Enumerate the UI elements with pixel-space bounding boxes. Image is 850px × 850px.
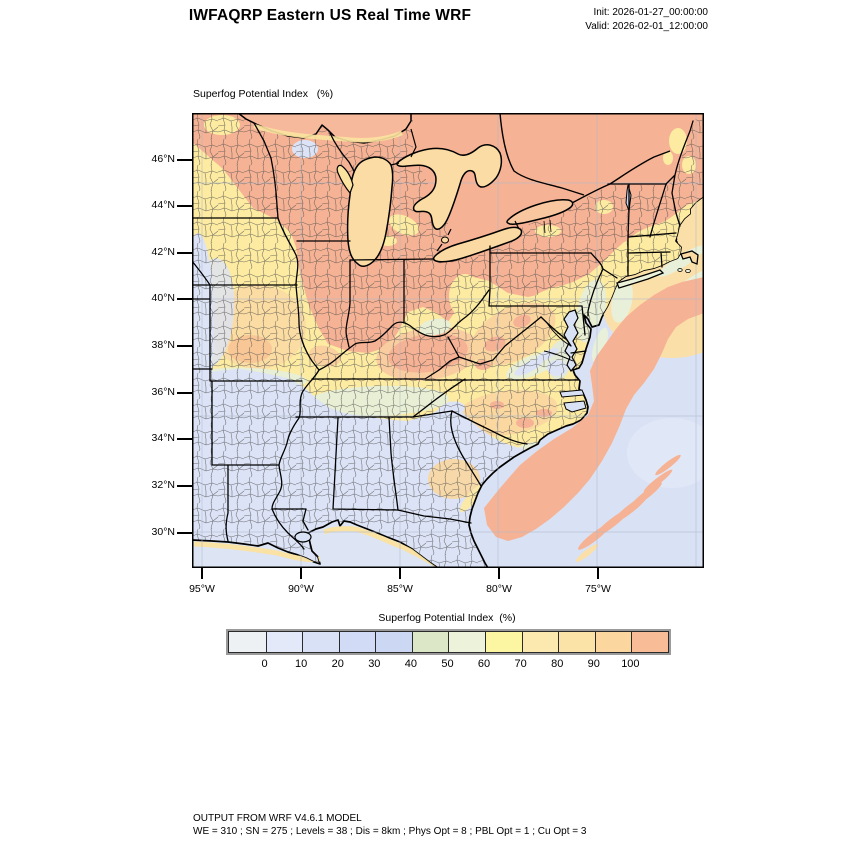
colorbar-title: Superfog Potential Index (%)	[378, 612, 516, 624]
lake-michigan	[346, 156, 394, 267]
colorbar	[226, 629, 671, 655]
marthas-vineyard	[677, 268, 683, 272]
colorbar-tick-label: 50	[441, 658, 454, 670]
lon-tick-label: 95°W	[189, 583, 215, 595]
init-time: Init: 2026-01-27_00:00:00	[593, 7, 708, 18]
finger-lakes	[543, 219, 552, 234]
colorbar-tick-label: 30	[368, 658, 381, 670]
lake-erie	[432, 226, 523, 263]
potomac-river	[546, 322, 572, 347]
lat-tick	[177, 485, 192, 487]
footer-line1: OUTPUT FROM WRF V4.6.1 MODEL	[193, 813, 362, 824]
colorbar-cell	[265, 632, 303, 652]
colorbar-cell	[448, 632, 486, 652]
lake-ontario	[506, 199, 574, 225]
colorbar-tick-label: 60	[477, 658, 491, 670]
lon-tick-label: 75°W	[585, 583, 611, 595]
colorbar-tick-label: 100	[621, 658, 640, 670]
pamlico-sound	[563, 400, 587, 413]
lon-tick	[399, 568, 401, 579]
colorbar-cell	[594, 632, 632, 652]
wrf-map	[192, 113, 704, 568]
colorbar-tick-label: 20	[331, 658, 344, 670]
lake-connectors	[390, 128, 520, 252]
lat-tick	[177, 392, 192, 394]
lat-tick-label: 44°N	[151, 199, 175, 211]
lake-st-clair	[441, 236, 449, 244]
nantucket	[685, 268, 691, 273]
cape-cod	[680, 250, 699, 265]
plot-title: IWFAQRP Eastern US Real Time WRF	[188, 7, 472, 24]
colorbar-tick-label: 80	[551, 658, 564, 670]
lake-huron	[396, 144, 503, 230]
spi-high-band-gulfstream	[484, 277, 704, 541]
lat-tick-label: 46°N	[151, 153, 175, 165]
lat-tick	[177, 532, 192, 534]
map-canvas	[192, 113, 704, 568]
ohio-river	[318, 289, 490, 371]
gulf-nearshore-band	[193, 526, 438, 568]
lat-tick-label: 38°N	[151, 339, 175, 351]
colorbar-cell	[338, 632, 376, 652]
albemarle-sound	[559, 389, 585, 398]
gulf-of-mexico	[192, 519, 439, 568]
lon-tick-label: 85°W	[387, 583, 413, 595]
colorbar-cell	[521, 632, 559, 652]
colorbar-tick-label: 90	[587, 658, 600, 670]
lat-tick-label: 34°N	[151, 432, 175, 444]
lat-tick-label: 30°N	[151, 526, 175, 538]
graticule	[192, 113, 704, 568]
lat-tick	[177, 298, 192, 300]
lat-tick	[177, 345, 192, 347]
colorbar-cell	[485, 632, 522, 652]
ottawa-river-border	[499, 113, 585, 196]
atlantic-spi-bands	[484, 197, 704, 562]
lon-tick	[498, 568, 500, 579]
colorbar-cell	[375, 632, 412, 652]
bays-and-sounds	[294, 184, 632, 543]
chesapeake-bay	[563, 309, 579, 373]
long-island	[616, 269, 665, 289]
state-borders	[192, 120, 694, 550]
colorbar-tick-label: 70	[514, 658, 527, 670]
valid-time: Valid: 2026-02-01_12:00:00	[585, 20, 708, 32]
lat-tick	[177, 159, 192, 161]
mississippi-river	[270, 157, 320, 550]
lon-tick	[201, 568, 203, 579]
lat-tick	[177, 252, 192, 254]
lat-tick-label: 42°N	[151, 246, 175, 258]
st-lawrence-river	[571, 150, 671, 204]
colorbar-cell	[229, 632, 266, 652]
footer-line2: WE = 310 ; SN = 275 ; Levels = 38 ; Dis …	[193, 825, 587, 837]
lat-tick-label: 32°N	[151, 479, 175, 491]
lon-tick-label: 80°W	[486, 583, 512, 595]
james-river	[543, 350, 574, 362]
colorbar-tick-label: 40	[404, 658, 418, 670]
run-times: Init: 2026-01-27_00:00:00 Valid: 2026-02…	[585, 6, 708, 33]
lat-tick	[177, 205, 192, 207]
canada-borders	[499, 113, 671, 204]
great-lakes	[237, 113, 574, 267]
colorbar-cell	[411, 632, 449, 652]
model-footer: OUTPUT FROM WRF V4.6.1 MODEL WE = 310 ; …	[193, 813, 586, 838]
field-subtitle: Superfog Potential Index (%)	[193, 88, 334, 100]
spi-band-fingers	[578, 454, 681, 550]
colorbar-cell	[558, 632, 595, 652]
colorbar-tick-label: 10	[295, 658, 308, 670]
green-bay	[336, 164, 354, 194]
lon-tick-label: 90°W	[288, 583, 314, 595]
lat-tick-label: 36°N	[151, 386, 175, 398]
lat-tick	[177, 438, 192, 440]
colorbar-tick-label: 0	[261, 658, 268, 670]
map-frame	[192, 113, 704, 568]
colorbar-cell	[631, 632, 668, 652]
colorbar-cell	[302, 632, 339, 652]
lat-tick-label: 40°N	[151, 292, 175, 304]
lake-pontchartrain	[294, 531, 312, 543]
lon-tick	[300, 568, 302, 579]
lon-tick	[597, 568, 599, 579]
